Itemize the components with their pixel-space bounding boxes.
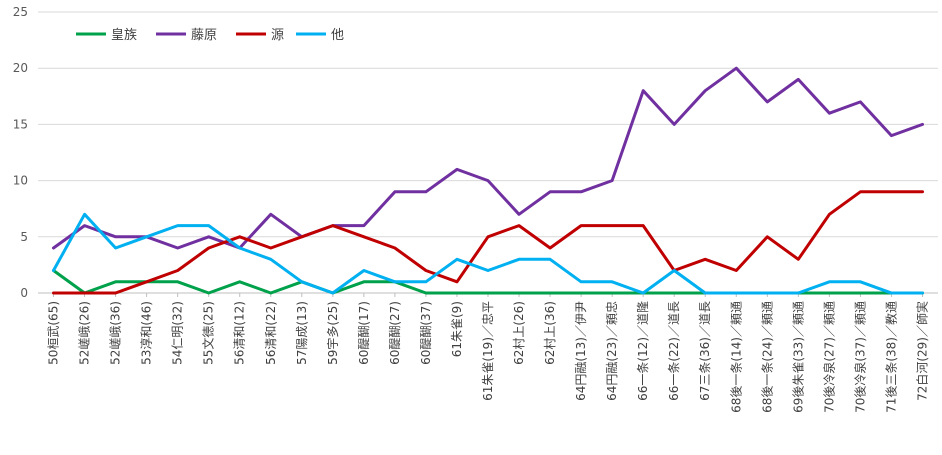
y-tick-label: 20	[13, 61, 28, 75]
x-tick-label: 52嵯峨(36)	[109, 301, 123, 365]
x-tick-label: 59宇多(25)	[326, 301, 340, 365]
y-tick-label: 10	[13, 174, 28, 188]
x-tick-label: 66一条(12)／道隆	[635, 301, 650, 401]
x-tick-label: 66一条(22)／道長	[667, 301, 681, 401]
x-tick-label: 56清和(12)	[233, 301, 247, 365]
x-tick-label: 69後朱雀(33)／頼通	[791, 301, 805, 413]
x-tick-label: 50桓武(65)	[46, 301, 61, 365]
x-tick-label: 60醍醐(27)	[388, 301, 402, 365]
x-tick-label: 67三条(36)／道長	[698, 301, 712, 401]
x-tick-label: 68後一条(24)／頼通	[760, 301, 774, 413]
legend-label: 藤原	[191, 28, 217, 43]
x-tick-label: 72白河(29)／師実	[914, 301, 929, 401]
y-axis: 0 5 10 15 20 25	[13, 5, 28, 300]
x-tick-label: 71後三条(38)／教通	[883, 301, 898, 413]
x-tick-label: 52嵯峨(26)	[78, 301, 92, 365]
legend: 皇族 藤原 源 他	[76, 27, 344, 43]
x-tick-label: 60醍醐(17)	[357, 301, 371, 365]
x-tick-label: 54仁明(32)	[171, 301, 185, 365]
x-tick-label: 62村上(26)	[512, 301, 526, 365]
x-tick-label: 61朱雀(9)	[450, 301, 464, 357]
series-lines	[52, 66, 924, 295]
y-tick-label: 5	[20, 230, 28, 244]
x-tick-label: 64円融(13)／伊尹	[574, 301, 588, 401]
y-tick-label: 0	[20, 286, 28, 300]
legend-label: 皇族	[111, 27, 137, 43]
x-tick-label: 68後一条(14)／頼通	[729, 301, 743, 413]
x-tick-label: 62村上(36)	[543, 301, 557, 365]
series-line-3	[52, 212, 924, 295]
x-tick-label: 61朱雀(19)／忠平	[481, 301, 495, 401]
legend-label: 源	[271, 28, 284, 43]
x-tick-label: 57陽成(13)	[295, 301, 309, 365]
x-tick-label: 53淳和(46)	[139, 301, 154, 365]
x-axis: 50桓武(65) 52嵯峨(26) 52嵯峨(36) 53淳和(46) 54仁明(32)…	[46, 293, 929, 413]
x-tick-label: 70後冷泉(27)／頼通	[822, 301, 836, 413]
x-tick-label: 64円融(23)／頼忠	[605, 301, 619, 401]
x-tick-label: 60醍醐(37)	[419, 301, 433, 365]
series-line-2	[52, 190, 924, 295]
series-line-0	[52, 269, 924, 295]
series-line-1	[52, 66, 924, 250]
y-tick-label: 25	[13, 5, 28, 19]
x-tick-label: 56清和(22)	[264, 301, 278, 365]
legend-label: 他	[331, 28, 344, 43]
x-tick-label: 55文徳(25)	[201, 301, 216, 365]
y-tick-label: 15	[13, 117, 28, 131]
x-tick-label: 70後冷泉(37)／頼通	[853, 301, 867, 413]
